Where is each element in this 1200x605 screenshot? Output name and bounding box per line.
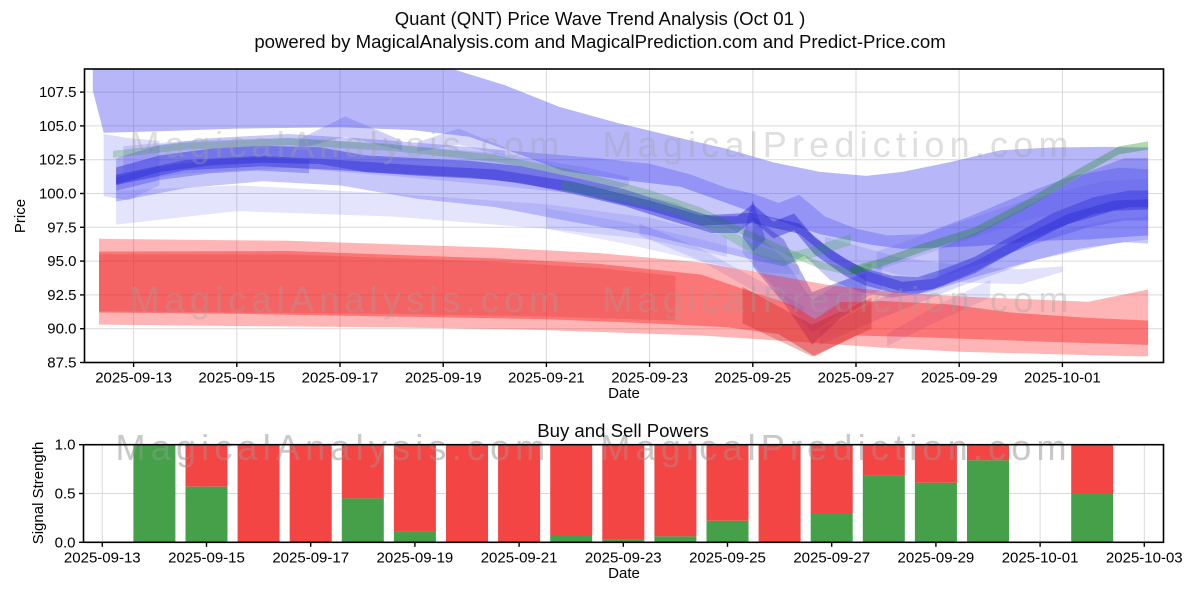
svg-text:2025-09-17: 2025-09-17 — [302, 370, 379, 387]
svg-text:Quant (QNT) Price Wave Trend A: Quant (QNT) Price Wave Trend Analysis (O… — [395, 8, 806, 29]
svg-text:2025-09-21: 2025-09-21 — [481, 549, 558, 566]
svg-text:Signal Strength: Signal Strength — [30, 442, 47, 545]
svg-text:2025-09-27: 2025-09-27 — [793, 549, 870, 566]
svg-text:2025-09-19: 2025-09-19 — [405, 370, 482, 387]
svg-text:Buy and Sell Powers: Buy and Sell Powers — [537, 420, 709, 441]
svg-text:MagicalPrediction.com: MagicalPrediction.com — [602, 124, 1073, 165]
svg-text:Date: Date — [608, 385, 640, 402]
svg-text:MagicalAnalysis.com: MagicalAnalysis.com — [130, 124, 565, 165]
svg-text:0.0: 0.0 — [55, 534, 76, 551]
svg-text:2025-09-15: 2025-09-15 — [168, 549, 245, 566]
svg-text:2025-09-13: 2025-09-13 — [64, 549, 141, 566]
svg-text:2025-09-29: 2025-09-29 — [898, 549, 975, 566]
svg-text:2025-09-13: 2025-09-13 — [95, 370, 172, 387]
svg-text:MagicalPrediction.com: MagicalPrediction.com — [602, 279, 1073, 320]
svg-text:90.0: 90.0 — [47, 321, 76, 338]
svg-text:2025-09-15: 2025-09-15 — [198, 370, 275, 387]
svg-text:105.0: 105.0 — [39, 118, 77, 135]
svg-text:87.5: 87.5 — [47, 355, 76, 372]
svg-text:Date: Date — [608, 565, 640, 582]
svg-text:MagicalPrediction.com: MagicalPrediction.com — [600, 427, 1071, 468]
svg-text:2025-09-23: 2025-09-23 — [585, 549, 662, 566]
svg-text:Price: Price — [12, 199, 29, 233]
svg-text:2025-09-29: 2025-09-29 — [921, 370, 998, 387]
svg-text:100.0: 100.0 — [39, 186, 77, 203]
svg-text:2025-09-25: 2025-09-25 — [689, 549, 766, 566]
svg-text:2025-09-25: 2025-09-25 — [714, 370, 791, 387]
svg-text:0.5: 0.5 — [55, 486, 76, 503]
svg-text:2025-10-03: 2025-10-03 — [1106, 549, 1183, 566]
svg-text:92.5: 92.5 — [47, 287, 76, 304]
svg-text:2025-10-01: 2025-10-01 — [1024, 370, 1101, 387]
svg-text:MagicalAnalysis.com: MagicalAnalysis.com — [130, 279, 565, 320]
svg-text:2025-09-27: 2025-09-27 — [818, 370, 895, 387]
svg-text:102.5: 102.5 — [39, 152, 77, 169]
svg-text:2025-09-23: 2025-09-23 — [611, 370, 688, 387]
svg-text:2025-10-01: 2025-10-01 — [1002, 549, 1079, 566]
svg-text:97.5: 97.5 — [47, 219, 76, 236]
svg-text:2025-09-17: 2025-09-17 — [272, 549, 349, 566]
svg-text:95.0: 95.0 — [47, 253, 76, 270]
svg-text:powered by MagicalAnalysis.com: powered by MagicalAnalysis.com and Magic… — [254, 31, 945, 52]
svg-text:2025-09-19: 2025-09-19 — [377, 549, 454, 566]
svg-text:MagicalAnalysis.com: MagicalAnalysis.com — [116, 427, 551, 468]
svg-text:107.5: 107.5 — [39, 84, 77, 101]
svg-text:2025-09-21: 2025-09-21 — [508, 370, 585, 387]
svg-text:1.0: 1.0 — [55, 437, 76, 454]
